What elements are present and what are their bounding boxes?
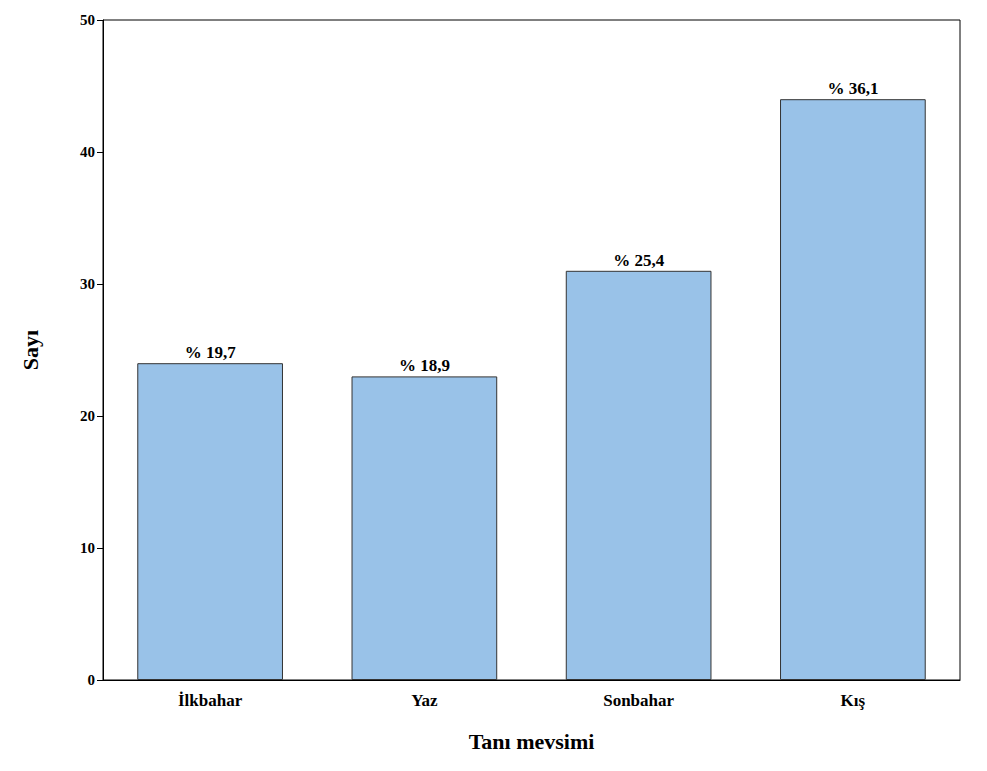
svg-text:10: 10 (80, 540, 95, 556)
svg-text:Yaz: Yaz (411, 691, 438, 710)
svg-text:% 19,7: % 19,7 (185, 343, 237, 362)
svg-text:% 18,9: % 18,9 (399, 356, 450, 375)
svg-text:Tanı mevsimi: Tanı mevsimi (469, 729, 595, 754)
svg-text:40: 40 (80, 144, 95, 160)
svg-text:İlkbahar: İlkbahar (178, 691, 243, 710)
svg-text:Sayı: Sayı (18, 330, 43, 370)
svg-text:50: 50 (80, 12, 95, 28)
svg-text:Sonbahar: Sonbahar (603, 691, 674, 710)
svg-text:% 36,1: % 36,1 (827, 79, 878, 98)
svg-text:Kış: Kış (841, 691, 866, 710)
svg-text:% 25,4: % 25,4 (613, 251, 665, 270)
svg-text:20: 20 (80, 408, 95, 424)
svg-text:0: 0 (88, 672, 96, 688)
svg-text:30: 30 (80, 276, 95, 292)
